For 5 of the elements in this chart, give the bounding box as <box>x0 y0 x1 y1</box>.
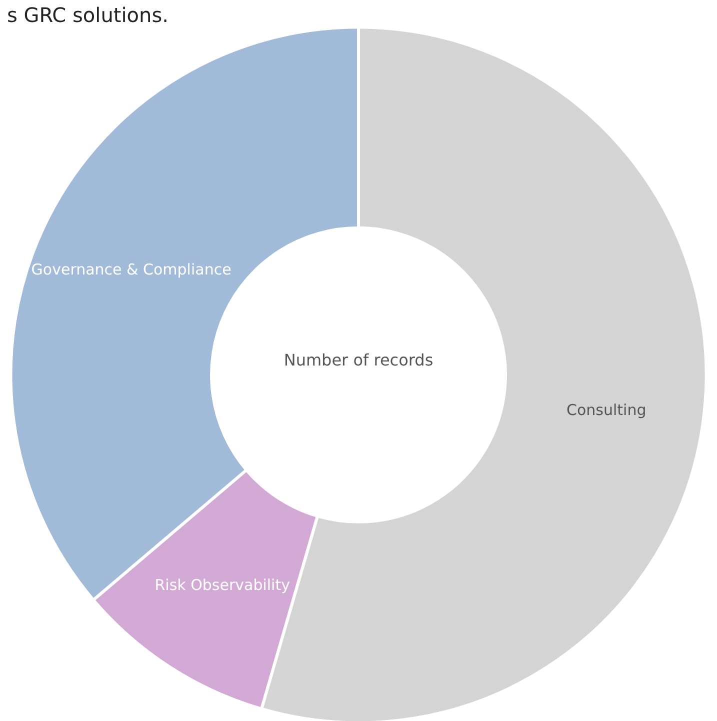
text: Number of records <box>284 350 434 370</box>
slice-label: Governance & Compliance <box>31 260 232 279</box>
slice-label: Risk Observability <box>154 576 290 594</box>
slice-label: Consulting <box>566 401 646 420</box>
chart-title: s GRC solutions. <box>7 3 168 27</box>
